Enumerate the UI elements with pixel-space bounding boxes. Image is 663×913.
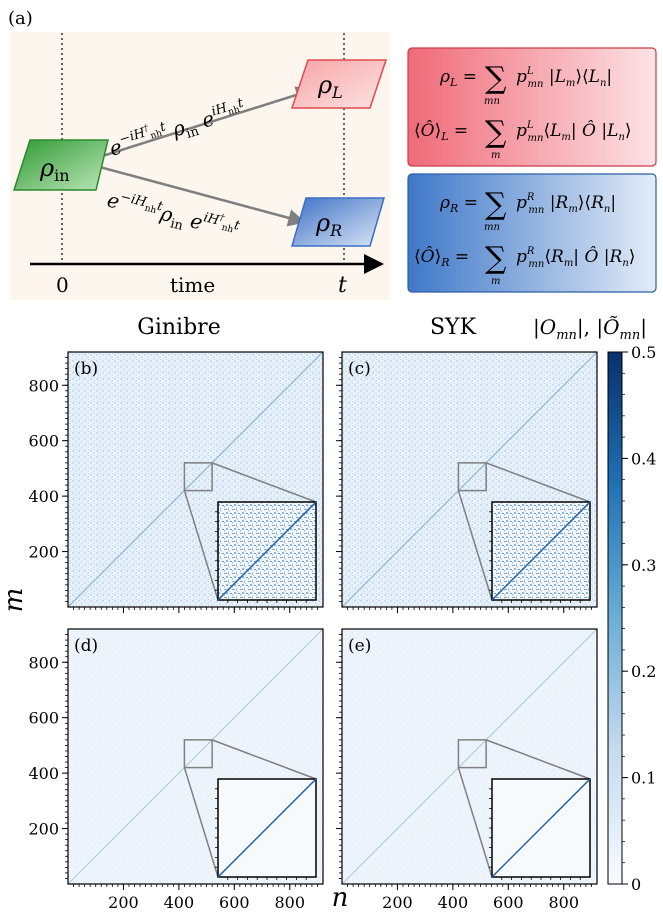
- y-tick-label: 800: [28, 376, 59, 395]
- svg-text:mn: mn: [484, 222, 500, 233]
- colorbar-ticks: 0 0.1 0.2 0.3 0.4 0.5: [622, 343, 656, 894]
- column-title-syk: SYK: [430, 315, 477, 340]
- heatmap-figure: Ginibre SYK |Omn|, |Õmn| (b) 200 400 600 800…: [0, 315, 656, 913]
- heatmap-diagonal: [341, 628, 598, 885]
- panel-label: (e): [348, 636, 371, 656]
- heatmap-diagonal: [341, 351, 598, 608]
- x-tick-label: 200: [382, 893, 413, 912]
- svg-text:∑: ∑: [485, 187, 507, 222]
- input-state-label: ρin: [39, 154, 70, 185]
- panel-a: (a) ρin ρL ρR e−iH†nht ρin eiHnht e−iHnh…: [8, 8, 657, 300]
- left-eigen-box: [407, 47, 657, 167]
- x-tick-label: 600: [219, 893, 250, 912]
- x-tick-label: 800: [548, 893, 579, 912]
- left-density-equation: ρL = ∑ mn pL mn |Lm⟩⟨Ln|: [439, 61, 612, 107]
- inset-diagonal: [491, 501, 591, 601]
- svg-text:⟨Ô⟩L =: ⟨Ô⟩L =: [414, 120, 468, 143]
- y-tick-label: 400: [28, 764, 59, 783]
- zoom-window: [457, 739, 487, 769]
- svg-text:m: m: [491, 276, 500, 287]
- ylabel-m: m: [0, 588, 29, 613]
- zoom-connector: [211, 739, 317, 780]
- x-tick-label: 800: [274, 893, 305, 912]
- svg-text:ρL =: ρL =: [439, 67, 477, 89]
- inset-diagonal: [217, 501, 317, 601]
- svg-text:⟨Ô⟩R =: ⟨Ô⟩R =: [414, 246, 469, 269]
- right-eigen-box: [407, 173, 657, 293]
- colorbar-tick-label: 0.3: [631, 556, 656, 575]
- y-tick-label: 600: [28, 709, 59, 728]
- x-tick-label: 400: [164, 893, 195, 912]
- x-tick-label: 400: [438, 893, 469, 912]
- svg-text:ρR =: ρR =: [439, 193, 478, 215]
- colorbar-title: |Omn|, |Õmn|: [533, 315, 647, 343]
- svg-text:∑: ∑: [485, 241, 507, 276]
- time-start-label: 0: [56, 273, 69, 297]
- output-right-shape: [291, 197, 385, 247]
- heatmap-panel-d: (d) 200 400 600 800 200 400 600 800: [28, 628, 324, 912]
- output-left-shape: [290, 59, 388, 109]
- x-tick-label: 600: [493, 893, 524, 912]
- xlabel-n: n: [332, 883, 349, 913]
- heatmap-diagonal: [67, 351, 324, 608]
- panel-label: (d): [74, 636, 98, 656]
- colorbar-tick-label: 0.1: [631, 769, 656, 788]
- y-tick-label: 200: [28, 820, 59, 839]
- zoom-connector: [183, 767, 219, 878]
- zoom-connector: [457, 490, 493, 601]
- zoom-connector: [457, 767, 493, 878]
- zoom-connector: [485, 739, 591, 780]
- panel-label: (c): [348, 359, 371, 379]
- colorbar-tick-label: 0.4: [631, 449, 656, 468]
- evolution-arrow-top: [95, 86, 314, 160]
- heatmap-panel-b: (b) 200 400 600 800: [28, 351, 324, 613]
- column-title-ginibre: Ginibre: [137, 315, 220, 340]
- colorbar: [607, 351, 623, 885]
- y-tick-label: 200: [28, 543, 59, 562]
- inset-diagonal: [217, 778, 317, 878]
- inset-diagonal: [491, 778, 591, 878]
- time-end-label: t: [338, 273, 347, 298]
- time-axis-label: time: [170, 273, 215, 297]
- svg-text:∑: ∑: [485, 61, 507, 96]
- zoom-window: [183, 739, 213, 769]
- panel-label: (b): [74, 359, 98, 379]
- y-tick-label: 600: [28, 432, 59, 451]
- svg-text:m: m: [491, 150, 500, 161]
- colorbar-tick-label: 0.5: [631, 343, 656, 362]
- input-state-shape: [12, 139, 109, 191]
- zoom-connector: [485, 462, 591, 503]
- zoom-connector: [211, 462, 317, 503]
- colorbar-tick-label: 0: [631, 875, 641, 894]
- heatmap-panel-c: (c): [336, 351, 598, 613]
- y-tick-label: 800: [28, 653, 59, 672]
- panel-a-label: (a): [8, 8, 33, 29]
- colorbar-tick-label: 0.2: [631, 662, 656, 681]
- svg-text:∑: ∑: [485, 115, 507, 150]
- y-tick-label: 400: [28, 487, 59, 506]
- zoom-window: [457, 462, 487, 492]
- zoom-connector: [183, 490, 219, 601]
- x-tick-label: 200: [108, 893, 139, 912]
- evolution-arrow-bottom: [95, 164, 306, 227]
- svg-text:mn: mn: [484, 96, 500, 107]
- heatmap-panel-e: (e) 200 400 600 800: [336, 628, 598, 912]
- zoom-window: [183, 462, 213, 492]
- heatmap-panels: (b) 200 400 600 800 (c) (d) 200 400 600 800 200 400 6…: [28, 351, 598, 912]
- heatmap-diagonal: [67, 628, 324, 885]
